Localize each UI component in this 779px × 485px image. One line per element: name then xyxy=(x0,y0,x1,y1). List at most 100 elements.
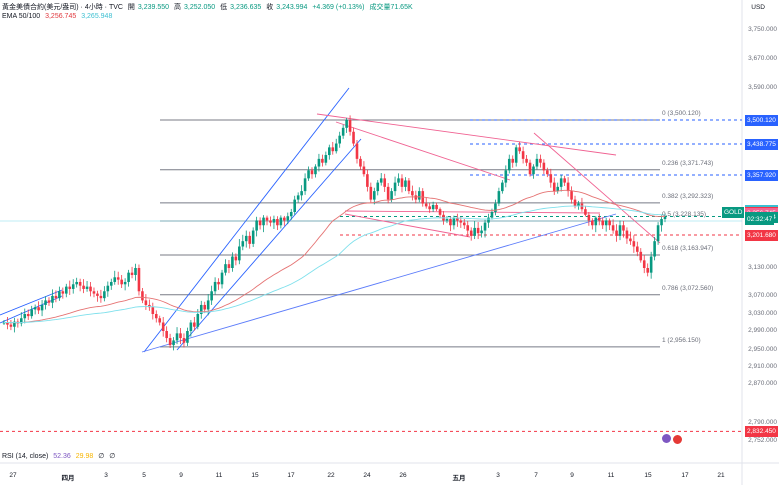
candle-body xyxy=(359,158,362,167)
event-icon[interactable] xyxy=(662,434,671,443)
candle-body xyxy=(37,307,40,311)
candle-body xyxy=(234,256,238,261)
candle-body xyxy=(404,180,407,187)
price-tag: 2,832.450 xyxy=(745,426,778,438)
candle-body xyxy=(622,225,625,231)
x-tick-label: 5 xyxy=(142,472,146,479)
candle-body xyxy=(587,214,591,221)
candle-body xyxy=(328,147,331,156)
candle-body xyxy=(248,235,252,244)
candle-body xyxy=(324,155,328,163)
rsi-legend[interactable]: RSI (14, close) 52.36 29.98 ∅ ∅ xyxy=(2,453,116,460)
candle-body xyxy=(604,220,608,226)
candle-body xyxy=(559,178,563,187)
candle-body xyxy=(116,277,120,280)
candle-body xyxy=(584,209,587,215)
volume-value: 成交量71.65K xyxy=(369,4,413,11)
x-tick-label: 11 xyxy=(215,472,223,479)
y-tick-label: 3,070.000 xyxy=(748,291,777,299)
candle-body xyxy=(130,272,134,275)
candle-body xyxy=(168,338,172,346)
x-tick-label: 24 xyxy=(363,472,371,479)
candle-body xyxy=(532,166,535,175)
candle-body xyxy=(449,219,452,226)
candle-body xyxy=(196,314,200,327)
candle-body xyxy=(144,300,148,305)
candle-body xyxy=(556,186,560,192)
candle-body xyxy=(338,135,341,144)
candle-body xyxy=(566,182,570,192)
candle-body xyxy=(355,143,359,159)
candle-body xyxy=(85,286,89,289)
candle-body xyxy=(552,182,556,192)
candle-body xyxy=(258,220,262,226)
symbol-title[interactable]: 黃金美債合約(美元/盎司) · 4小時 · TVC xyxy=(2,4,123,11)
candle-body xyxy=(64,286,68,294)
fib-level-label: 0 (3,500.120) xyxy=(662,109,701,117)
candle-body xyxy=(158,318,162,323)
candle-body xyxy=(528,162,532,175)
candle-body xyxy=(127,272,130,282)
candle-body xyxy=(497,191,501,204)
symbol-tag: GOLD xyxy=(722,206,745,218)
candle-body xyxy=(40,304,44,311)
ema-legend[interactable]: EMA 50/100 3,256.745 3,265.948 xyxy=(2,13,115,20)
candle-body xyxy=(68,286,72,289)
trend-line xyxy=(316,113,617,156)
y-tick-label: 3,590.000 xyxy=(748,84,777,91)
candle-body xyxy=(376,182,380,192)
x-tick-label: 26 xyxy=(399,472,407,479)
candle-body xyxy=(303,178,307,192)
candle-body xyxy=(293,199,297,212)
candle-body xyxy=(227,264,231,268)
candle-body xyxy=(456,217,459,221)
candle-body xyxy=(372,191,376,200)
candle-body xyxy=(289,212,293,217)
candle-body xyxy=(459,220,463,223)
candle-body xyxy=(397,178,400,183)
candle-body xyxy=(597,217,601,221)
price-tag: 02:32:47 xyxy=(745,213,775,225)
candle-body xyxy=(591,220,594,226)
rsi-label: RSI (14, close) xyxy=(2,453,49,460)
candle-body xyxy=(61,291,65,294)
candle-body xyxy=(379,178,383,183)
us-flag-icon[interactable] xyxy=(672,434,683,445)
candle-body xyxy=(646,268,649,273)
x-tick-label: 3 xyxy=(496,472,500,479)
price-tag: 3,357.920 xyxy=(745,170,778,181)
ema-fast-value: 3,256.745 xyxy=(45,13,77,20)
candle-body xyxy=(203,304,207,310)
y-tick-label: 2,990.000 xyxy=(748,327,777,334)
candle-body xyxy=(428,206,431,210)
trend-line xyxy=(141,213,617,353)
candle-body xyxy=(518,147,521,152)
candle-body xyxy=(137,268,141,292)
candle-body xyxy=(504,170,508,183)
candle-body xyxy=(570,191,573,200)
candle-body xyxy=(103,291,106,299)
rsi-ma-value: 29.98 xyxy=(75,453,94,460)
candle-body xyxy=(618,225,622,236)
candle-body xyxy=(438,209,442,215)
candle-body xyxy=(51,295,54,303)
price-tag: 3,201.680 xyxy=(745,229,778,241)
candle-body xyxy=(514,147,518,163)
y-tick-label: 3,030.000 xyxy=(748,310,777,317)
trend-line xyxy=(0,289,63,316)
candle-body xyxy=(6,322,9,325)
y-tick-label: 2,950.000 xyxy=(748,346,777,353)
candle-body xyxy=(314,166,317,175)
candle-body xyxy=(660,219,663,226)
candle-body xyxy=(636,246,639,252)
candle-body xyxy=(179,333,182,339)
candle-body xyxy=(106,285,110,292)
candle-body xyxy=(175,333,179,341)
candle-body xyxy=(417,191,421,200)
candle-body xyxy=(390,191,393,200)
candle-body xyxy=(563,178,566,183)
candle-body xyxy=(9,324,13,327)
fib-level-label: 0.382 (3,292.323) xyxy=(662,192,714,200)
candle-body xyxy=(96,293,99,296)
